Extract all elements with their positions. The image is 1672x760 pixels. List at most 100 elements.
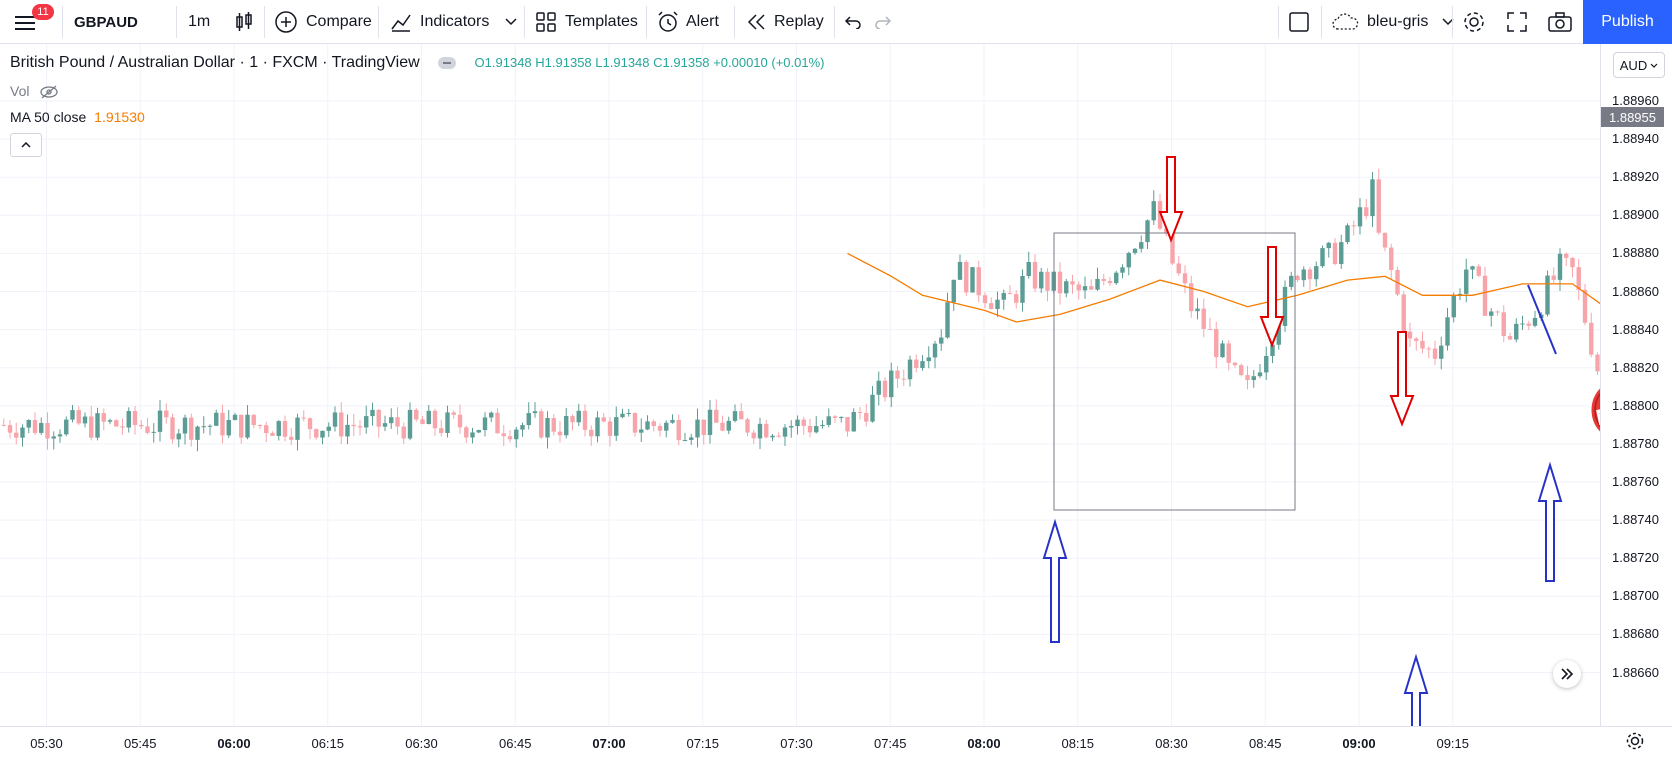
candle	[426, 410, 431, 425]
ma-legend[interactable]: MA 50 close 1.91530	[10, 109, 145, 125]
candle	[120, 426, 125, 428]
price-tick-label: 1.88920	[1612, 169, 1659, 185]
candle	[326, 426, 331, 431]
undo-button[interactable]	[844, 0, 862, 44]
fullscreen-button[interactable]	[1506, 0, 1528, 44]
candle	[689, 437, 694, 440]
replay-button[interactable]: Replay	[746, 0, 824, 44]
compare-button[interactable]: Compare	[274, 0, 372, 44]
chart-settings-button[interactable]	[1625, 731, 1645, 756]
candle	[20, 427, 25, 438]
candle	[920, 361, 925, 368]
candle	[1307, 269, 1313, 280]
candle	[1145, 220, 1150, 243]
currency-selector[interactable]: AUD	[1613, 52, 1665, 78]
candle	[439, 428, 444, 433]
templates-button[interactable]: Templates	[535, 0, 638, 44]
candle	[1482, 275, 1488, 316]
gear-icon	[1464, 12, 1484, 32]
candle	[1407, 331, 1413, 339]
redo-button[interactable]	[874, 0, 892, 44]
candle	[582, 410, 588, 430]
candle	[1270, 344, 1275, 357]
candle	[782, 427, 788, 437]
candle	[1189, 283, 1194, 312]
collapse-legend-button[interactable]	[10, 133, 42, 157]
price-tick-label: 1.88760	[1612, 474, 1659, 489]
candle	[1595, 354, 1600, 372]
candle	[1245, 375, 1250, 381]
volume-legend[interactable]: Vol	[10, 83, 59, 99]
menu-button[interactable]	[14, 0, 50, 44]
candle	[589, 429, 594, 437]
interval-button[interactable]: 1m	[188, 13, 211, 30]
chart-type-button[interactable]	[234, 0, 254, 44]
time-tick-label: 06:30	[405, 736, 438, 751]
candle	[301, 417, 306, 419]
last-price-label: 1.88955	[1601, 107, 1664, 127]
price-tick-label: 1.88660	[1612, 664, 1659, 680]
symbol-title: British Pound / Australian Dollar · 1 · …	[10, 54, 420, 71]
time-tick-label: 09:15	[1436, 736, 1470, 751]
candle	[1082, 286, 1088, 291]
candle	[270, 433, 275, 436]
candle	[189, 417, 194, 440]
candle	[714, 409, 719, 423]
candle	[332, 412, 338, 427]
double-chevron-right-icon	[1561, 668, 1574, 680]
blue-up-arrow	[1042, 518, 1068, 643]
candle	[764, 423, 769, 438]
candle	[1339, 242, 1344, 265]
plus-circle-icon	[275, 11, 297, 33]
candle	[1401, 294, 1406, 332]
templates-label: Templates	[565, 13, 638, 30]
indicators-button[interactable]: Indicators	[390, 0, 489, 44]
candle	[932, 343, 938, 358]
settings-button[interactable]	[1462, 0, 1486, 44]
time-tick-label: 09:00	[1342, 736, 1376, 751]
time-tick-label: 06:15	[311, 736, 345, 751]
publish-button[interactable]: Publish	[1583, 0, 1672, 44]
eye-hidden-icon[interactable]	[39, 85, 59, 99]
candle	[1589, 322, 1594, 355]
candle	[970, 267, 975, 293]
candle	[82, 416, 88, 424]
candle	[1426, 348, 1431, 350]
layout-button[interactable]: bleu-gris	[1331, 0, 1454, 44]
candle	[1301, 269, 1306, 281]
indicators-dropdown[interactable]	[505, 0, 517, 44]
time-tick-label: 08:45	[1248, 736, 1282, 751]
close-value: C1.91358	[653, 55, 710, 70]
candle	[1376, 179, 1381, 233]
candle	[32, 420, 38, 433]
alert-button[interactable]: Alert	[656, 0, 719, 44]
snapshot-button[interactable]	[1548, 0, 1572, 44]
candle	[1139, 242, 1144, 249]
candle	[789, 426, 794, 428]
candle	[14, 432, 19, 438]
candle	[826, 416, 831, 425]
red-down-arrow	[1259, 246, 1285, 348]
fullscreen-select-button[interactable]	[1289, 0, 1309, 44]
low-value: L1.91348	[595, 55, 650, 70]
time-axis[interactable]	[0, 726, 1672, 760]
price-axis[interactable]	[1600, 44, 1672, 726]
time-tick-label: 05:45	[123, 736, 157, 751]
candle	[1520, 323, 1525, 325]
candle	[982, 295, 988, 304]
candle	[951, 279, 956, 303]
candle	[507, 436, 513, 440]
high-value: H1.91358	[535, 55, 592, 70]
redo-icon	[875, 16, 892, 29]
new-sticker-text: NEW	[1594, 395, 1600, 430]
scroll-to-realtime-button[interactable]	[1553, 660, 1581, 688]
candle	[57, 434, 63, 437]
candle	[876, 380, 881, 395]
price-tick-label: 1.88780	[1612, 435, 1659, 451]
price-chart[interactable]: NEW	[0, 44, 1600, 726]
symbol-search[interactable]: GBPAUD	[74, 13, 138, 31]
price-tick-label: 1.88740	[1612, 512, 1659, 528]
candle	[257, 425, 263, 427]
candle	[832, 416, 838, 418]
layout-name: bleu-gris	[1367, 13, 1429, 30]
